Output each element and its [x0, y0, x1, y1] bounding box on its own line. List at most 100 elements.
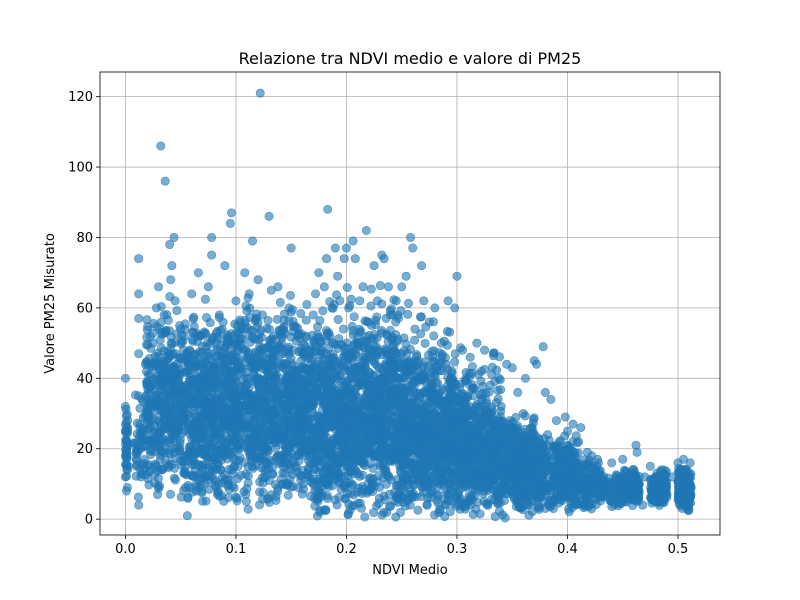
- data-point: [417, 363, 427, 373]
- data-point: [489, 351, 499, 361]
- data-point: [368, 427, 378, 437]
- data-point: [434, 414, 444, 424]
- data-point: [391, 512, 401, 522]
- data-point: [272, 314, 282, 324]
- data-point: [360, 512, 370, 522]
- data-point: [142, 366, 152, 376]
- data-point: [291, 336, 301, 346]
- data-point: [234, 410, 244, 420]
- data-point: [235, 337, 245, 347]
- data-point: [242, 353, 252, 363]
- data-point: [316, 491, 326, 501]
- data-point: [223, 447, 233, 457]
- data-point: [343, 412, 353, 422]
- data-point: [360, 414, 370, 424]
- data-point: [350, 457, 360, 467]
- data-point: [296, 309, 306, 319]
- data-point: [434, 508, 444, 518]
- data-point: [208, 431, 218, 441]
- data-point: [242, 306, 252, 316]
- data-point: [484, 442, 494, 452]
- data-point: [313, 322, 323, 332]
- data-point: [477, 436, 487, 446]
- data-point: [422, 499, 432, 509]
- data-point: [201, 451, 211, 461]
- data-point: [325, 297, 335, 307]
- data-point: [316, 337, 326, 347]
- data-point: [325, 466, 335, 476]
- data-point: [161, 376, 171, 386]
- data-point: [433, 394, 443, 404]
- data-point: [214, 454, 224, 464]
- data-point: [239, 345, 249, 355]
- data-point: [419, 387, 429, 397]
- data-point: [264, 362, 274, 372]
- data-point: [433, 378, 443, 388]
- data-point: [190, 466, 200, 476]
- data-point: [391, 330, 401, 340]
- data-point: [413, 505, 423, 515]
- data-point: [201, 419, 211, 429]
- data-point: [374, 471, 384, 481]
- data-point: [371, 342, 381, 352]
- data-point: [346, 294, 356, 304]
- data-point: [201, 354, 211, 364]
- data-point: [301, 315, 311, 325]
- data-point: [332, 434, 342, 444]
- data-point: [289, 373, 299, 383]
- data-point: [376, 326, 386, 336]
- data-point: [210, 480, 220, 490]
- data-point: [188, 314, 198, 324]
- data-point: [430, 464, 440, 474]
- data-point: [240, 380, 250, 390]
- data-point: [133, 492, 143, 502]
- data-point: [238, 418, 248, 428]
- data-point: [404, 457, 414, 467]
- data-point: [302, 299, 312, 309]
- data-point: [263, 447, 273, 457]
- data-point: [380, 462, 390, 472]
- data-point: [306, 491, 316, 501]
- data-point: [322, 399, 332, 409]
- data-point: [455, 382, 465, 392]
- data-point: [466, 410, 476, 420]
- data-point: [205, 339, 215, 349]
- data-point: [366, 459, 376, 469]
- data-point: [221, 424, 231, 434]
- data-point: [375, 281, 385, 291]
- data-point: [160, 422, 170, 432]
- data-point: [366, 284, 376, 294]
- data-points: [120, 88, 696, 523]
- data-point: [316, 391, 326, 401]
- data-point: [411, 443, 421, 453]
- data-point: [427, 474, 437, 484]
- data-point: [446, 373, 456, 383]
- data-point: [162, 351, 172, 361]
- data-point: [257, 332, 267, 342]
- data-point: [303, 414, 313, 424]
- data-point: [235, 315, 245, 325]
- data-point: [335, 296, 345, 306]
- data-point: [167, 339, 177, 349]
- data-point: [306, 344, 316, 354]
- data-point: [179, 331, 189, 341]
- data-point: [169, 362, 179, 372]
- data-point: [243, 504, 253, 514]
- data-point: [161, 326, 171, 336]
- data-point: [299, 381, 309, 391]
- data-point: [155, 450, 165, 460]
- data-point: [343, 366, 353, 376]
- data-point: [468, 509, 478, 519]
- data-point: [142, 418, 152, 428]
- data-point: [275, 297, 285, 307]
- data-point: [200, 294, 210, 304]
- data-point: [153, 348, 163, 358]
- data-point: [423, 418, 433, 428]
- data-point: [365, 394, 375, 404]
- data-point: [372, 312, 382, 322]
- data-point: [170, 406, 180, 416]
- data-point: [164, 391, 174, 401]
- data-point: [475, 451, 485, 461]
- data-point: [410, 335, 420, 345]
- data-point: [334, 476, 344, 486]
